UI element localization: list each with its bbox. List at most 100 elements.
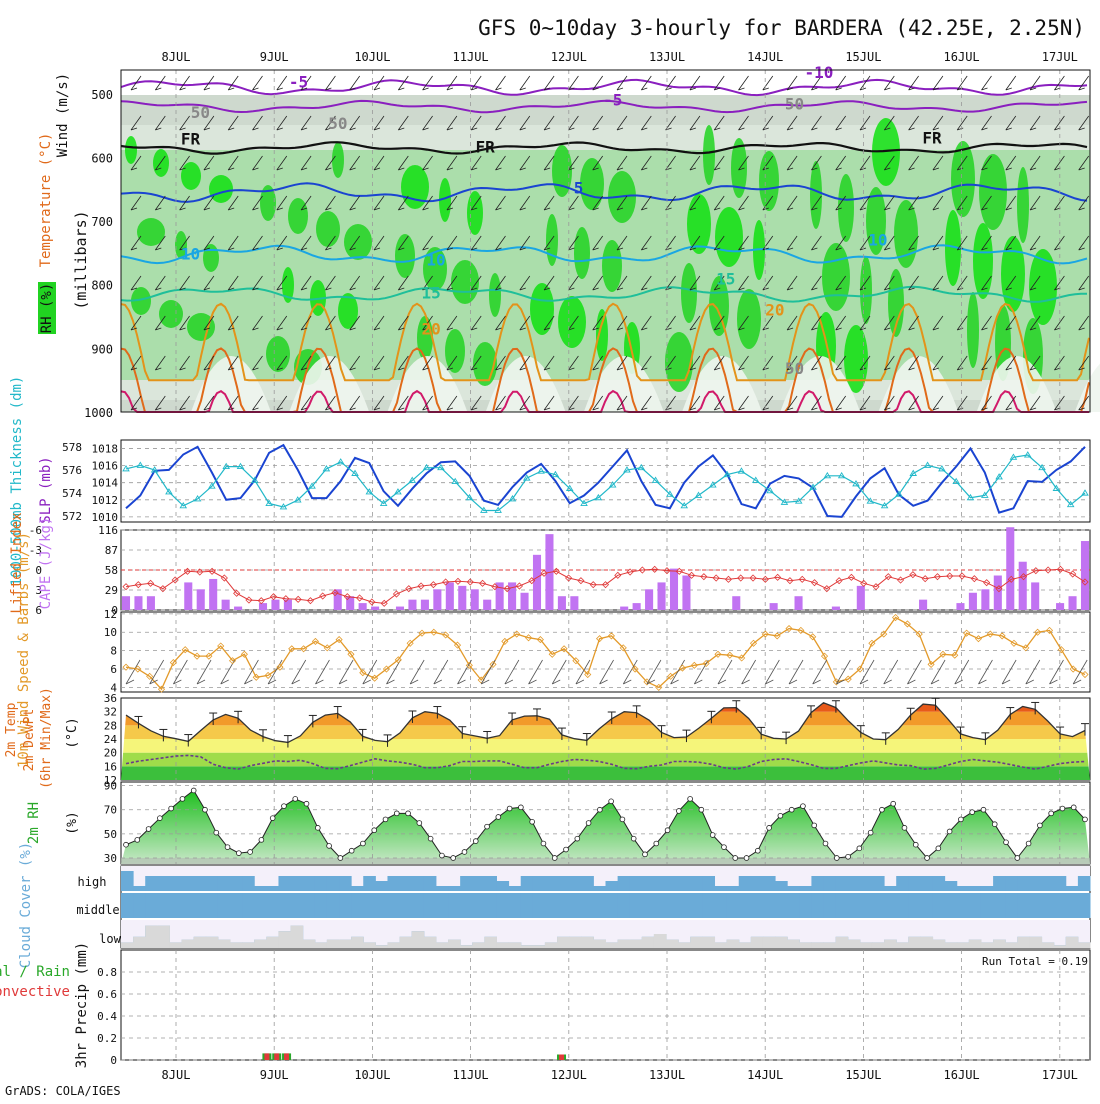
wind-barb-10m — [1001, 659, 1017, 685]
wind-barb — [956, 275, 968, 291]
ylabel-total-rain: tal / Rain — [0, 964, 70, 980]
rh-point — [1025, 840, 1032, 847]
li-point — [417, 582, 425, 590]
cloud-bar-high — [871, 876, 885, 891]
wind-point — [335, 636, 343, 644]
wind-barb-10m — [386, 659, 401, 685]
wind-point — [702, 659, 710, 668]
rh-point — [856, 845, 863, 852]
cape-bar — [732, 596, 741, 610]
wind-barb — [276, 315, 288, 331]
cloud-bar-middle — [145, 893, 158, 918]
wind-point — [749, 639, 758, 647]
wind-barb — [956, 115, 968, 131]
cloud-bar-middle — [678, 893, 691, 918]
wind-barb — [543, 355, 555, 371]
rh-point — [574, 835, 581, 842]
cloud-bar-high — [157, 876, 170, 891]
thickness-point — [923, 461, 932, 468]
wind-barb — [1029, 315, 1041, 331]
wind-barb — [349, 195, 361, 211]
wind-barb-10m — [930, 659, 946, 685]
wind-barb — [1078, 235, 1090, 251]
x-tick-top: 17JUL — [1042, 50, 1078, 64]
wind-barb — [932, 235, 944, 251]
thickness-tick: 574 — [62, 487, 82, 500]
wind-barb — [932, 75, 944, 91]
cloud-bar-middle — [1017, 893, 1030, 918]
wind-barb — [495, 275, 506, 291]
wind-barb — [689, 315, 701, 331]
wind-barb — [130, 155, 142, 171]
li-point — [159, 585, 167, 593]
wind-barb — [130, 75, 142, 91]
cloud-bar-middle — [799, 893, 812, 918]
li-point — [577, 577, 585, 585]
rh-point — [123, 841, 129, 848]
chart-title: GFS 0~10day 3-hourly for BARDERA (42.25E… — [478, 16, 1085, 40]
cloud-bar-middle — [435, 893, 449, 918]
li-point — [380, 599, 388, 607]
cloud-bar-middle — [314, 893, 328, 918]
cape-tick: 0 — [111, 604, 118, 617]
rh-point — [687, 796, 693, 802]
cloud-bar-middle — [460, 893, 473, 918]
wind-barb — [227, 275, 239, 291]
li-point — [1056, 565, 1064, 573]
li-point — [147, 579, 155, 587]
cloud-low-fill — [387, 942, 401, 948]
wind-point — [169, 659, 177, 667]
wind-tick: 8 — [110, 645, 117, 658]
wind-barb — [786, 195, 798, 211]
wind-barb-10m — [338, 659, 354, 685]
wind-barb — [932, 155, 944, 171]
wind-barb — [519, 155, 531, 171]
wind-point — [323, 644, 331, 652]
cloud-low-fill — [932, 939, 946, 948]
cloud-low-fill — [217, 939, 231, 948]
wind-barb — [811, 395, 822, 411]
wind-barb — [908, 195, 919, 211]
precip-bar-convective — [559, 1054, 565, 1060]
wind-barb — [616, 155, 628, 171]
cape-bar — [333, 589, 342, 610]
cape-bar — [146, 596, 155, 610]
rh-point — [833, 855, 840, 861]
wind-barb — [1029, 275, 1041, 291]
ylabel-rh: RH (%) — [39, 283, 55, 334]
cloud-bar-middle — [472, 893, 485, 918]
wind-barb — [252, 355, 263, 371]
li-point — [1007, 575, 1015, 583]
cloud-bar-high — [435, 886, 449, 891]
rh-point — [788, 806, 795, 813]
cloud-bar-high — [363, 876, 376, 891]
wind-point — [193, 652, 201, 660]
wind-barb — [154, 155, 166, 171]
cloud-bar-high — [908, 876, 921, 891]
rh-point — [427, 835, 434, 842]
li-point — [491, 583, 499, 591]
wind-barb-10m — [741, 659, 756, 685]
wind-barb — [179, 155, 190, 171]
li-point — [392, 590, 401, 598]
profile-y-tick: 700 — [91, 215, 113, 229]
rh-point — [1037, 822, 1043, 829]
wind-tick: 4 — [110, 681, 117, 694]
ylabel-minmax: (6hr Min/Max) — [39, 687, 54, 789]
wind-barb — [543, 195, 555, 211]
wind-point — [311, 637, 319, 645]
wind-point — [442, 631, 450, 639]
wind-barb — [568, 275, 579, 291]
rh-point — [1048, 810, 1054, 817]
cape-bar — [420, 599, 429, 610]
wind-barb — [738, 395, 749, 411]
wind-barb — [689, 115, 701, 131]
li-point — [675, 567, 683, 575]
thickness-point — [208, 482, 216, 489]
li-point — [405, 585, 413, 593]
cape-bar — [184, 582, 193, 610]
wind-barb-10m — [788, 659, 804, 685]
wind-barb-10m — [315, 659, 330, 685]
rh-point — [292, 796, 299, 802]
thickness-tick: 576 — [62, 464, 82, 477]
